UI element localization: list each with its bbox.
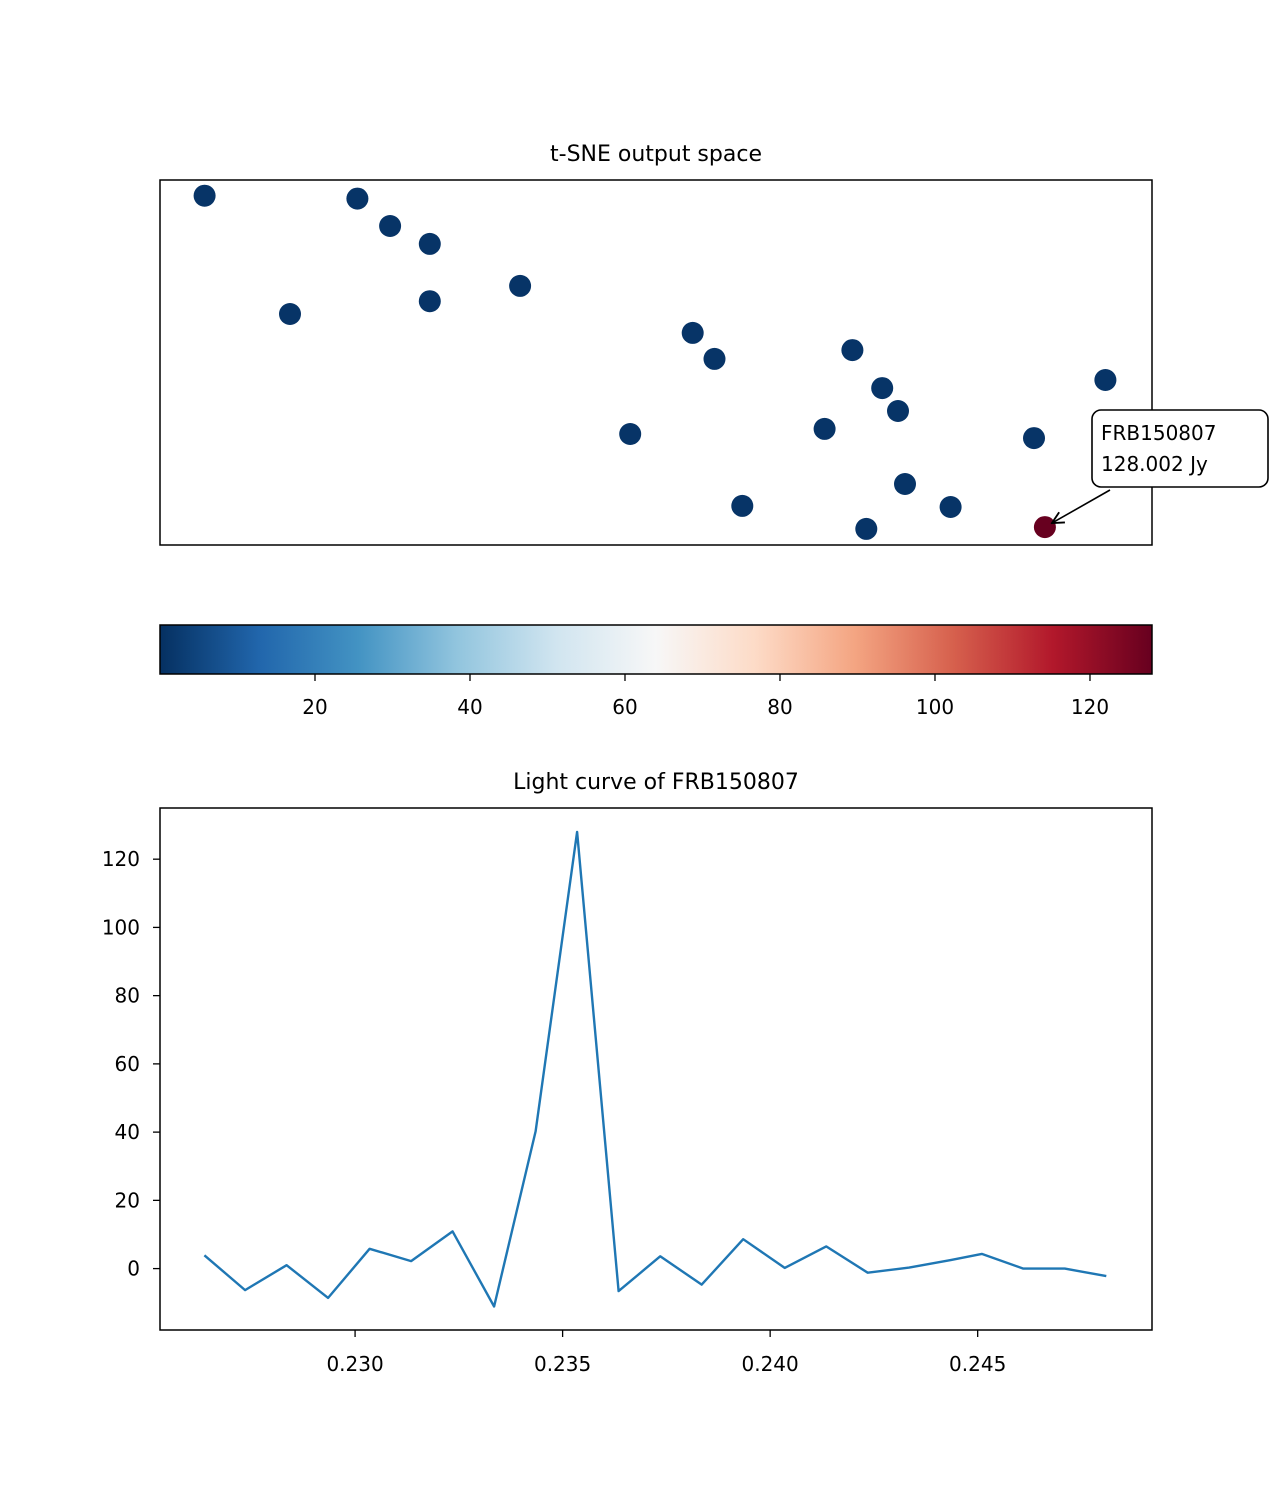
scatter-point: [703, 347, 726, 370]
scatter-point: [379, 215, 402, 237]
x-tick-label: 0.230: [326, 1352, 383, 1376]
y-tick-label: 60: [115, 1052, 140, 1076]
scatter-point: [871, 377, 894, 400]
scatter-points: [193, 184, 1117, 540]
colorbar-tick-label: 100: [916, 695, 954, 719]
y-tick-label: 40: [115, 1120, 140, 1144]
colorbar-tick-label: 80: [767, 695, 792, 719]
y-tick-label: 120: [102, 847, 140, 871]
scatter-point: [279, 303, 301, 325]
scatter-point-highlighted: [1033, 516, 1056, 539]
colorbar-gradient: [159, 624, 1153, 675]
scatter-point: [681, 321, 704, 344]
lightcurve-panel: Light curve of FRB150807 0.230 0.235 0.240…: [102, 770, 1153, 1376]
scatter-point: [887, 400, 909, 422]
scatter-title: t-SNE output space: [550, 142, 762, 167]
scatter-point: [855, 517, 878, 540]
y-tick-label: 0: [127, 1257, 140, 1281]
scatter-point: [1094, 369, 1117, 391]
lightcurve-series-line: [203, 830, 1107, 1308]
colorbar-tick-label: 20: [302, 695, 327, 719]
annotation-box: [1091, 409, 1269, 488]
scatter-point: [939, 496, 962, 518]
y-tick-label: 80: [115, 984, 140, 1008]
colorbar-tick-label: 120: [1071, 695, 1109, 719]
annotation-name: FRB150807: [1101, 421, 1216, 445]
scatter-point: [418, 290, 441, 313]
colorbar-tick-label: 60: [612, 695, 637, 719]
x-tick-label: 0.245: [949, 1352, 1006, 1376]
scatter-point: [841, 339, 864, 362]
scatter-point: [418, 232, 441, 255]
lightcurve-x-ticks: 0.230 0.235 0.240 0.245: [326, 1330, 1006, 1376]
scatter-point: [193, 184, 216, 207]
colorbar-ticks: 20 40 60 80 100 120: [302, 674, 1109, 719]
scatter-point: [509, 274, 532, 297]
y-tick-label: 20: [115, 1188, 140, 1212]
x-tick-label: 0.240: [742, 1352, 799, 1376]
colorbar-tick-label: 40: [457, 695, 482, 719]
scatter-point: [619, 423, 642, 445]
x-tick-label: 0.235: [534, 1352, 591, 1376]
lightcurve-y-ticks: 0 20 40 60 80 100 120: [102, 847, 160, 1281]
scatter-frame: [159, 179, 1153, 546]
lightcurve-frame: [159, 807, 1153, 1331]
scatter-point: [1023, 427, 1045, 450]
highlight-annotation: FRB150807 128.002 Jy: [1052, 409, 1269, 523]
scatter-point: [346, 187, 369, 210]
y-tick-label: 100: [102, 915, 140, 939]
scatter-point: [731, 494, 754, 517]
annotation-value: 128.002 Jy: [1101, 452, 1208, 476]
annotation-arrow: [1052, 489, 1111, 523]
scatter-panel: t-SNE output space FRB150807 128.002 Jy: [159, 142, 1269, 546]
colorbar: 20 40 60 80 100 120: [159, 624, 1153, 719]
scatter-point: [894, 473, 916, 495]
scatter-point: [813, 417, 836, 440]
lightcurve-title: Light curve of FRB150807: [513, 770, 799, 795]
